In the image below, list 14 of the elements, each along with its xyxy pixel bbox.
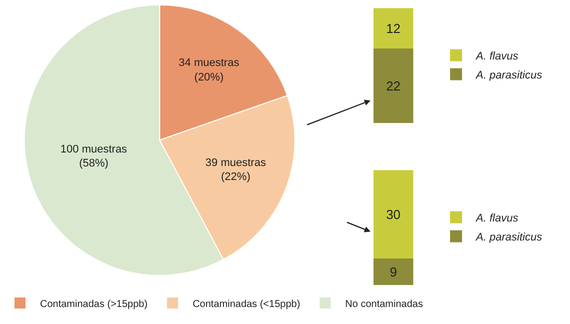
- text: A. flavus: [475, 212, 519, 225]
- legend-label: A. parasiticus: [475, 70, 543, 82]
- data-label: 12: [386, 20, 401, 36]
- data-label: 9: [390, 264, 397, 280]
- legend-label: A. flavus: [475, 50, 519, 63]
- data-label: 30: [386, 206, 401, 222]
- legend-label: Contaminadas (>15ppb): [40, 298, 148, 310]
- data-label: 100 muestras (58%): [60, 143, 128, 170]
- data-label: 34 muestras (20%): [178, 57, 240, 84]
- data-label: 39 muestras (22%): [205, 156, 266, 184]
- text: A. parasiticus: [475, 232, 543, 244]
- data-label: 22: [386, 78, 401, 94]
- legend-label: No contaminadas: [345, 298, 423, 310]
- legend-label: Contaminadas (<15ppb): [192, 298, 300, 310]
